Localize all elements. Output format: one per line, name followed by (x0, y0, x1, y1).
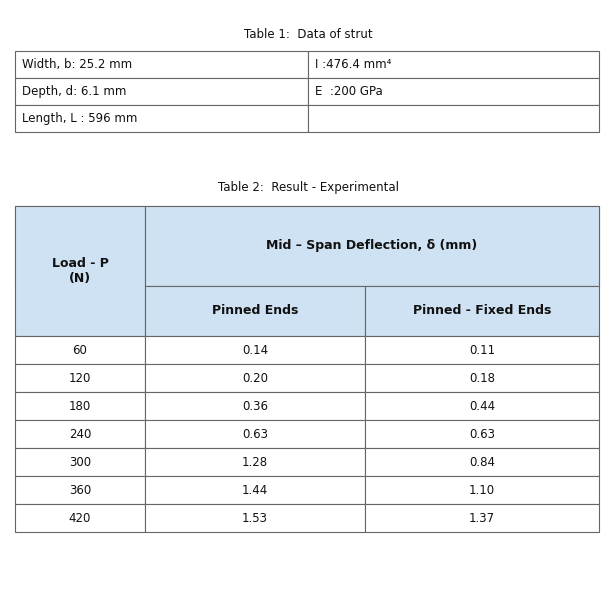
Bar (145, 392, 365, 420)
Text: Mid – Span Deflection, δ (mm): Mid – Span Deflection, δ (mm) (266, 240, 477, 253)
Bar (308, 78, 599, 105)
Bar (365, 364, 599, 392)
Text: 1.37: 1.37 (469, 511, 495, 524)
Text: 360: 360 (69, 484, 91, 496)
Text: 1.53: 1.53 (242, 511, 268, 524)
Bar (15, 105, 308, 132)
Text: 0.36: 0.36 (242, 400, 268, 413)
Bar (15, 78, 308, 105)
Bar (145, 420, 365, 448)
Text: 0.63: 0.63 (242, 428, 268, 440)
Text: 1.10: 1.10 (469, 484, 495, 496)
Bar (15, 476, 145, 504)
Bar (15, 504, 145, 532)
Text: 0.84: 0.84 (469, 455, 495, 469)
Text: 0.63: 0.63 (469, 428, 495, 440)
Text: 0.14: 0.14 (242, 344, 268, 357)
Text: 0.44: 0.44 (469, 400, 495, 413)
Text: 1.44: 1.44 (242, 484, 268, 496)
Text: 0.20: 0.20 (242, 371, 268, 384)
Bar (15, 206, 145, 336)
Bar (365, 504, 599, 532)
Bar (15, 336, 145, 364)
Bar (145, 476, 365, 504)
Text: Table 1:  Data of strut: Table 1: Data of strut (244, 28, 372, 41)
Text: I :476.4 mm⁴: I :476.4 mm⁴ (315, 58, 391, 71)
Bar (15, 448, 145, 476)
Text: 1.28: 1.28 (242, 455, 268, 469)
Text: Load - P
(N): Load - P (N) (52, 257, 108, 285)
Text: 120: 120 (69, 371, 91, 384)
Bar (145, 364, 365, 392)
Bar (145, 206, 599, 286)
Bar (145, 504, 365, 532)
Bar (365, 336, 599, 364)
Text: Width, b: 25.2 mm: Width, b: 25.2 mm (22, 58, 132, 71)
Bar (308, 105, 599, 132)
Bar (365, 392, 599, 420)
Bar (365, 476, 599, 504)
Text: 60: 60 (73, 344, 87, 357)
Text: Pinned - Fixed Ends: Pinned - Fixed Ends (413, 304, 551, 317)
Text: Depth, d: 6.1 mm: Depth, d: 6.1 mm (22, 85, 126, 98)
Text: Table 2:  Result - Experimental: Table 2: Result - Experimental (217, 182, 399, 195)
Bar (15, 392, 145, 420)
Bar (15, 420, 145, 448)
Bar (15, 206, 599, 286)
Text: 300: 300 (69, 455, 91, 469)
Bar (365, 286, 599, 336)
Text: 0.11: 0.11 (469, 344, 495, 357)
Bar (15, 364, 145, 392)
Bar (365, 420, 599, 448)
Text: 240: 240 (69, 428, 91, 440)
Bar (308, 51, 599, 78)
Bar (15, 51, 308, 78)
Text: E  :200 GPa: E :200 GPa (315, 85, 383, 98)
Text: Pinned Ends: Pinned Ends (212, 304, 298, 317)
Bar (145, 448, 365, 476)
Bar (145, 286, 365, 336)
Text: 180: 180 (69, 400, 91, 413)
Text: 420: 420 (69, 511, 91, 524)
Bar (145, 336, 365, 364)
Text: Length, L : 596 mm: Length, L : 596 mm (22, 112, 137, 125)
Text: 0.18: 0.18 (469, 371, 495, 384)
Bar (365, 448, 599, 476)
